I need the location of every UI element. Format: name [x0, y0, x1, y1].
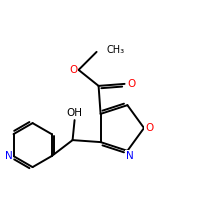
Text: O: O [145, 123, 153, 133]
Text: OH: OH [67, 108, 83, 118]
Text: O: O [127, 79, 136, 89]
Text: N: N [126, 151, 133, 161]
Text: CH₃: CH₃ [107, 45, 125, 55]
Text: N: N [5, 151, 12, 161]
Text: O: O [69, 65, 78, 75]
